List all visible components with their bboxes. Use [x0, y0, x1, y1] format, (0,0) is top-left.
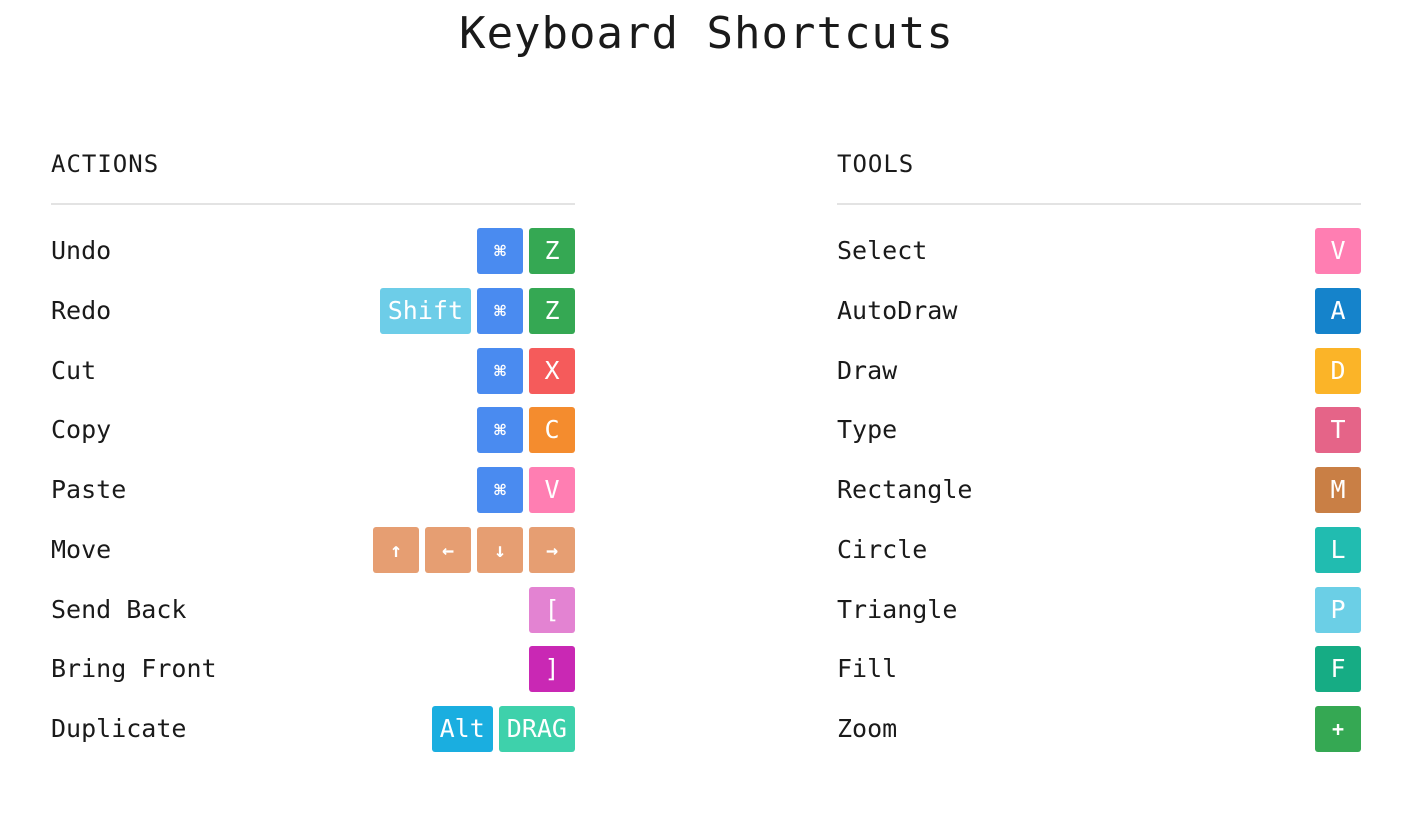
key-l: L — [1315, 526, 1361, 573]
key-x: X — [529, 347, 575, 394]
key-d: D — [1315, 347, 1361, 394]
key-z: Z — [529, 287, 575, 334]
shortcut-row-fill: Fill F — [837, 646, 1361, 706]
key-combo: + — [1315, 706, 1361, 752]
shortcut-row-type: Type T — [837, 407, 1361, 467]
command-icon: ⌘ — [477, 287, 523, 334]
key-combo: ⌘ C — [477, 407, 575, 454]
shortcut-row-rectangle: Rectangle M — [837, 467, 1361, 527]
shortcut-label: Copy — [51, 415, 112, 445]
shortcut-label: Triangle — [837, 594, 958, 624]
shortcut-row-triangle: Triangle P — [837, 586, 1361, 647]
shortcut-row-draw: Draw D — [837, 347, 1361, 408]
shortcut-label: Send Back — [51, 594, 187, 624]
tools-divider — [837, 203, 1361, 205]
key-f: F — [1315, 646, 1361, 693]
key-plus: + — [1315, 706, 1361, 752]
shortcut-row-send-back: Send Back [ — [51, 586, 575, 647]
shortcut-label: Duplicate — [51, 714, 187, 743]
shortcut-label: Redo — [51, 295, 112, 325]
shortcut-row-circle: Circle L — [837, 526, 1361, 587]
key-combo: ⌘ V — [477, 467, 575, 513]
shortcut-row-copy: Copy ⌘ C — [51, 407, 575, 467]
arrow-down-icon: ↓ — [477, 526, 523, 573]
key-alt: Alt — [431, 706, 493, 752]
shortcut-label: Move — [51, 534, 112, 564]
key-combo: D — [1315, 347, 1361, 394]
shortcut-row-undo: Undo ⌘ Z — [51, 228, 575, 288]
tools-section: TOOLS Select V AutoDraw A Draw D Type T — [837, 146, 1361, 766]
key-combo: ↑ ← ↓ → — [373, 526, 575, 573]
shortcut-label: Type — [837, 415, 898, 445]
command-icon: ⌘ — [477, 228, 523, 274]
shortcut-row-cut: Cut ⌘ X — [51, 347, 575, 408]
actions-header: ACTIONS — [51, 150, 160, 178]
tools-list: Select V AutoDraw A Draw D Type T Rectan… — [837, 228, 1361, 766]
shortcut-row-paste: Paste ⌘ V — [51, 467, 575, 527]
key-v: V — [1315, 228, 1361, 274]
key-combo: P — [1315, 586, 1361, 633]
shortcut-label: Undo — [51, 236, 112, 265]
key-m: M — [1315, 467, 1361, 513]
key-combo: A — [1315, 287, 1361, 334]
shortcut-label: Circle — [837, 534, 928, 564]
key-t: T — [1315, 407, 1361, 454]
key-z: Z — [529, 228, 575, 274]
command-icon: ⌘ — [477, 407, 523, 454]
command-icon: ⌘ — [477, 347, 523, 394]
shortcut-row-duplicate: Duplicate Alt DRAG — [51, 706, 575, 766]
key-combo: [ — [529, 586, 575, 633]
actions-divider — [51, 203, 575, 205]
key-shift: Shift — [379, 287, 471, 334]
arrow-up-icon: ↑ — [373, 526, 419, 573]
shortcut-row-select: Select V — [837, 228, 1361, 288]
shortcut-label: Fill — [837, 654, 898, 684]
shortcut-label: Select — [837, 236, 928, 265]
key-p: P — [1315, 586, 1361, 633]
page-title: Keyboard Shortcuts — [459, 8, 954, 59]
arrow-right-icon: → — [529, 526, 575, 573]
key-drag: DRAG — [498, 706, 575, 752]
shortcut-label: AutoDraw — [837, 295, 958, 325]
key-combo: ⌘ Z — [477, 228, 575, 274]
key-c: C — [529, 407, 575, 454]
shortcut-row-move: Move ↑ ← ↓ → — [51, 526, 575, 587]
shortcut-label: Bring Front — [51, 654, 217, 684]
key-right-bracket: ] — [529, 646, 575, 693]
shortcut-row-bring-front: Bring Front ] — [51, 646, 575, 706]
shortcut-row-zoom: Zoom + — [837, 706, 1361, 766]
command-icon: ⌘ — [477, 467, 523, 513]
key-combo: ⌘ X — [477, 347, 575, 394]
key-v: V — [529, 467, 575, 513]
key-left-bracket: [ — [529, 586, 575, 633]
key-combo: ] — [529, 646, 575, 693]
shortcut-label: Rectangle — [837, 475, 973, 504]
key-combo: T — [1315, 407, 1361, 454]
shortcut-label: Zoom — [837, 714, 898, 743]
key-combo: M — [1315, 467, 1361, 513]
shortcut-label: Cut — [51, 355, 97, 385]
shortcut-label: Draw — [837, 355, 898, 385]
actions-list: Undo ⌘ Z Redo Shift ⌘ Z Cut ⌘ X Copy ⌘ — [51, 228, 575, 766]
tools-header: TOOLS — [837, 150, 915, 178]
key-combo: V — [1315, 228, 1361, 274]
shortcut-label: Paste — [51, 475, 127, 504]
key-a: A — [1315, 287, 1361, 334]
key-combo: L — [1315, 526, 1361, 573]
arrow-left-icon: ← — [425, 526, 471, 573]
key-combo: Shift ⌘ Z — [379, 287, 575, 334]
shortcut-row-autodraw: AutoDraw A — [837, 287, 1361, 348]
key-combo: Alt DRAG — [431, 706, 575, 752]
key-combo: F — [1315, 646, 1361, 693]
shortcut-row-redo: Redo Shift ⌘ Z — [51, 287, 575, 348]
actions-section: ACTIONS Undo ⌘ Z Redo Shift ⌘ Z Cut ⌘ X — [51, 146, 575, 766]
